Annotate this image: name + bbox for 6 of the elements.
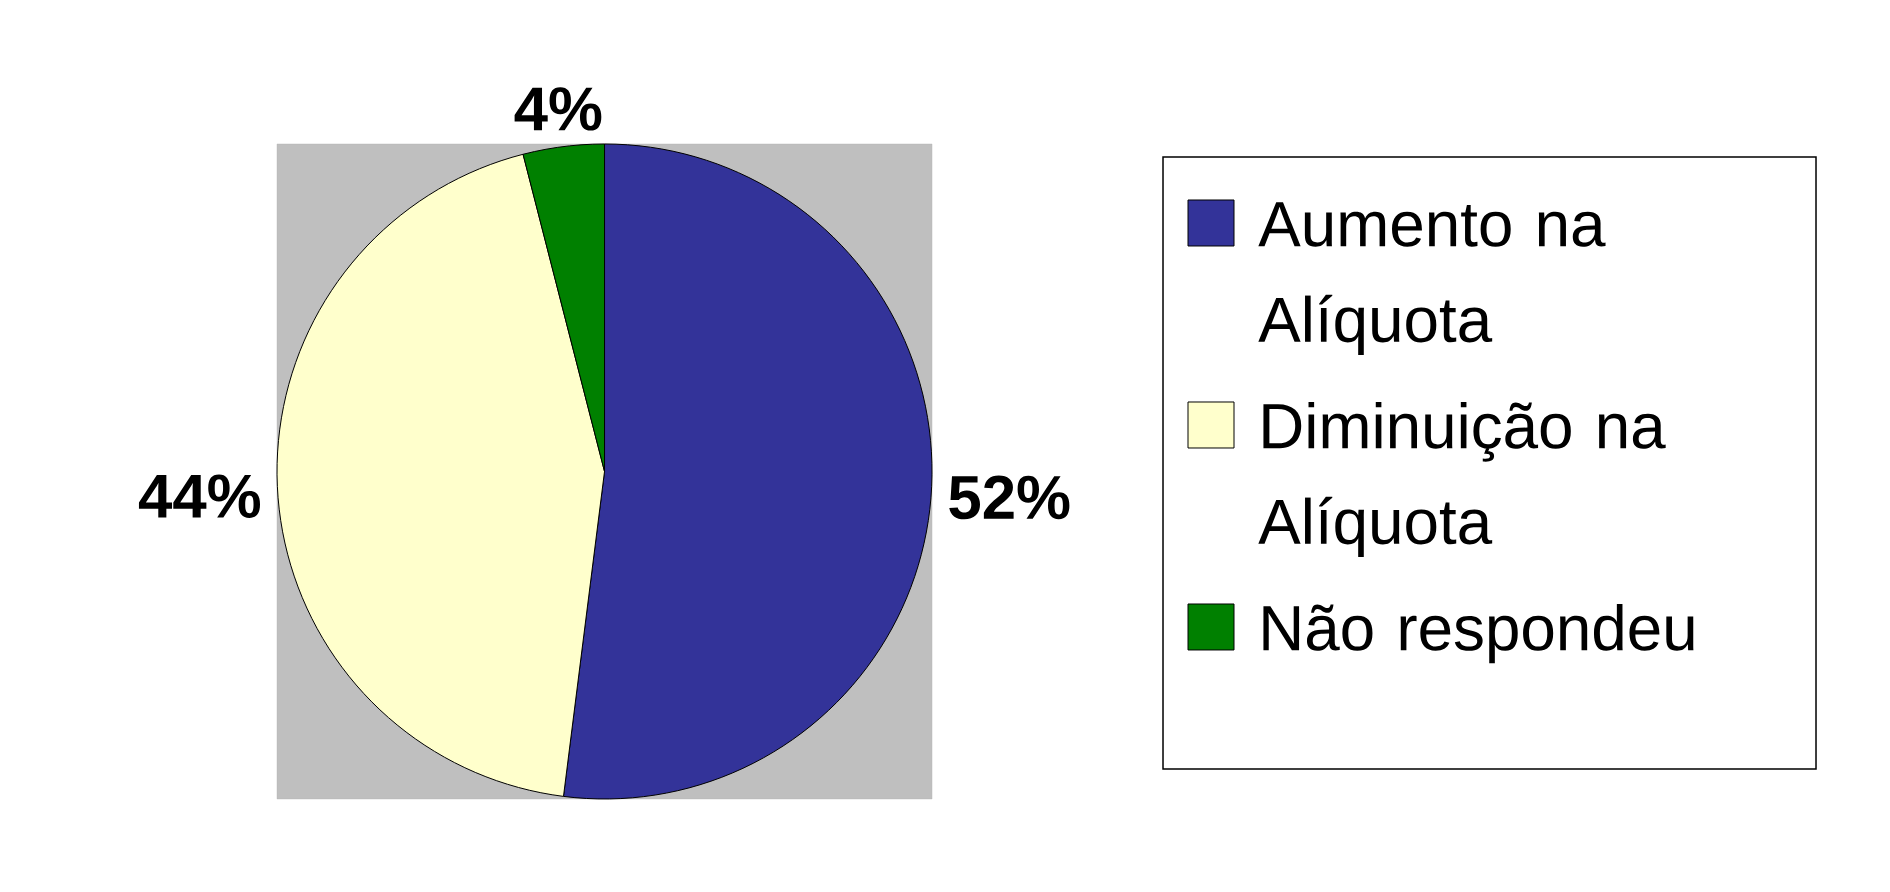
data-label: 44% [138,474,260,518]
legend-label: Aumento na Alíquota [1258,202,1606,356]
legend-label: Não respondeu [1263,603,1694,664]
legend-label: Diminuição na Alíquota [1258,401,1666,558]
data-label: 52% [949,475,1070,520]
data-label: 4% [514,87,602,131]
